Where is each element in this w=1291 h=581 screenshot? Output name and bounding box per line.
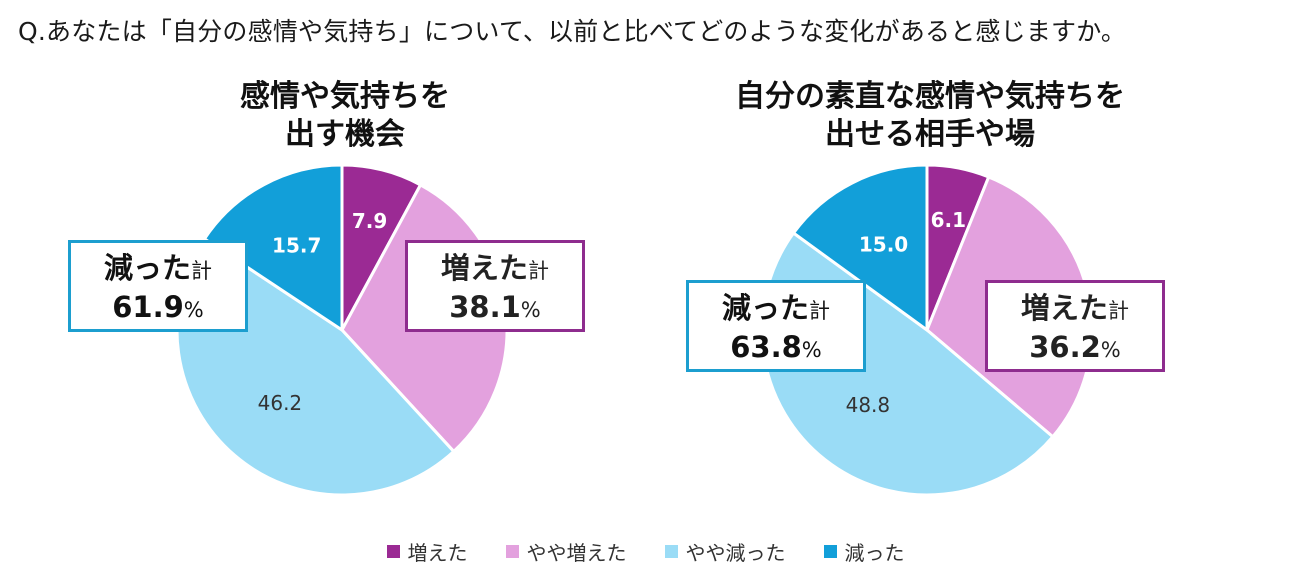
left-chart-title: 感情や気持ちを 出す機会	[160, 78, 530, 154]
left-pie-label-decreased: 15.7	[272, 234, 321, 258]
right-chart-title: 自分の素直な感情や気持ちを 出せる相手や場	[690, 78, 1170, 154]
left-decreased-total-value: 61.9	[112, 290, 184, 324]
legend-label-increased: 増えた	[408, 537, 468, 566]
left-decreased-total-suffix: 計	[191, 259, 212, 283]
right-increased-total-callout: 増えた計 36.2%	[985, 280, 1165, 372]
left-pie-label-increased: 7.9	[352, 209, 387, 233]
left-pie-label-somewhat-decreased: 46.2	[258, 391, 303, 415]
legend-item-decreased: 減った	[824, 537, 905, 566]
right-decreased-total-callout: 減った計 63.8%	[686, 280, 866, 372]
legend-label-decreased: 減った	[845, 537, 905, 566]
right-chart-title-line-2: 出せる相手や場	[690, 116, 1170, 154]
left-chart-title-line-1: 感情や気持ちを	[160, 78, 530, 116]
legend-label-somewhat-increased: やや増えた	[527, 537, 627, 566]
left-decreased-total-unit: %	[184, 298, 204, 322]
right-increased-total-label: 増えた	[1021, 291, 1108, 325]
legend-swatch-somewhat-increased	[506, 545, 519, 558]
right-increased-total-value: 36.2	[1029, 330, 1101, 364]
legend-swatch-decreased	[824, 545, 837, 558]
left-chart-title-line-2: 出す機会	[160, 116, 530, 154]
right-chart-title-line-1: 自分の素直な感情や気持ちを	[690, 78, 1170, 116]
right-pie-label-increased: 6.1	[931, 208, 966, 232]
right-decreased-total-suffix: 計	[809, 299, 830, 323]
legend-item-somewhat-decreased: やや減った	[665, 537, 786, 566]
left-decreased-total-callout: 減った計 61.9%	[68, 240, 248, 332]
legend: 増えた やや増えた やや減った 減った	[0, 537, 1291, 566]
left-decreased-total-label: 減った	[104, 251, 191, 285]
question-text: Q.あなたは「自分の感情や気持ち」について、以前と比べてどのような変化があると感…	[18, 12, 1283, 48]
left-increased-total-value: 38.1	[449, 290, 521, 324]
right-pie-label-decreased: 15.0	[859, 233, 908, 257]
right-increased-total-unit: %	[1101, 338, 1121, 362]
left-increased-total-suffix: 計	[528, 259, 549, 283]
legend-swatch-increased	[387, 545, 400, 558]
legend-swatch-somewhat-decreased	[665, 545, 678, 558]
legend-label-somewhat-decreased: やや減った	[686, 537, 786, 566]
right-pie-label-somewhat-decreased: 48.8	[846, 393, 891, 417]
right-increased-total-suffix: 計	[1108, 299, 1129, 323]
legend-item-somewhat-increased: やや増えた	[506, 537, 627, 566]
right-decreased-total-value: 63.8	[730, 330, 802, 364]
right-decreased-total-unit: %	[802, 338, 822, 362]
legend-item-increased: 増えた	[387, 537, 468, 566]
left-increased-total-label: 増えた	[441, 251, 528, 285]
right-decreased-total-label: 減った	[722, 291, 809, 325]
left-increased-total-callout: 増えた計 38.1%	[405, 240, 585, 332]
left-increased-total-unit: %	[521, 298, 541, 322]
